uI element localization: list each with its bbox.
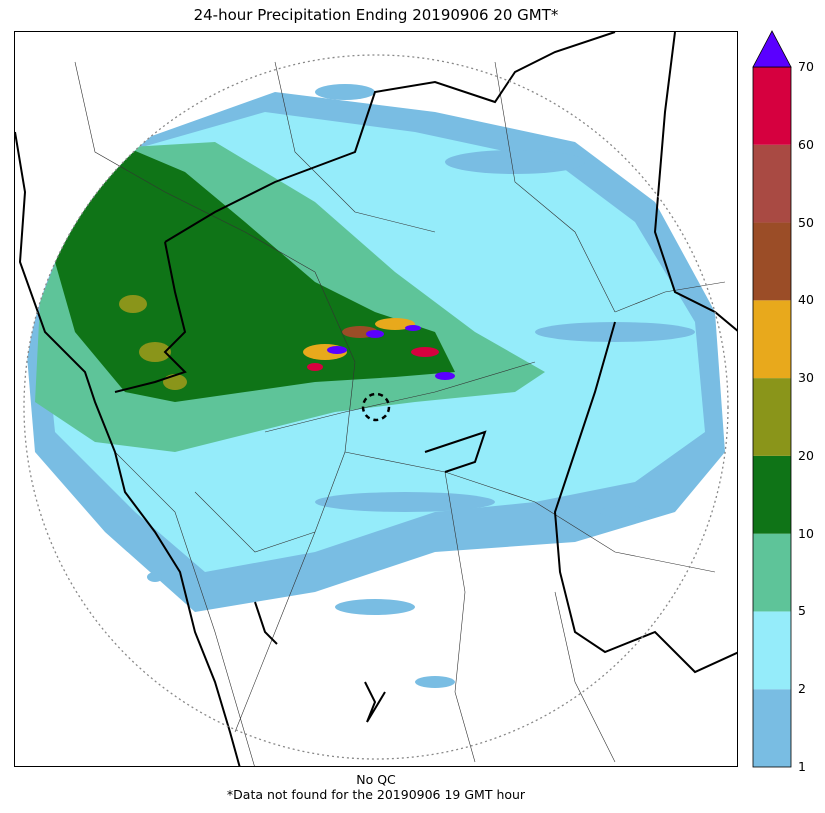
colorbar-tick-label: 20: [798, 447, 814, 463]
colorbar-band-30: [753, 300, 791, 379]
colorbar-tick-label: 50: [798, 214, 814, 230]
colorbar-band-1: [753, 689, 791, 767]
page-title: 24-hour Precipitation Ending 20190906 20…: [193, 6, 559, 24]
colorbar-tick-label: 2: [798, 681, 806, 697]
state-borders: [15, 32, 737, 766]
precipitation-map-svg: [15, 32, 737, 766]
precip-10-20: [55, 150, 455, 402]
colorbar-band-40: [753, 222, 791, 301]
heavy-cells: [303, 318, 455, 380]
colorbar-tick-label: 70: [798, 59, 814, 74]
colorbar-tick-label: 30: [798, 370, 814, 386]
colorbar-tick-label: 1: [798, 759, 806, 774]
precip-20-30-a: [119, 295, 147, 313]
colorbar-band-60: [753, 67, 791, 145]
precip-20-30-c: [163, 374, 187, 390]
colorbar-extend-arrow: [752, 30, 792, 68]
colorbar-tick-label: 10: [798, 525, 814, 541]
colorbar-band-5: [753, 533, 791, 612]
colorbar-band-10: [753, 455, 791, 534]
missing-data-note: *Data not found for the 20190906 19 GMT …: [226, 787, 526, 802]
colorbar-bands: [752, 66, 792, 768]
precipitation-field: [25, 92, 725, 612]
colorbar-band-2: [753, 611, 791, 690]
colorbar-band-20: [753, 378, 791, 456]
colorbar: [752, 30, 792, 768]
colorbar-tick-label: 40: [798, 292, 814, 308]
district-borders: [74, 61, 726, 766]
colorbar-band-50: [753, 144, 791, 223]
colorbar-tick-label: 5: [798, 603, 806, 619]
precip-20-30-b: [139, 342, 171, 362]
precip-streaks: [147, 84, 695, 688]
radar-map: [14, 31, 738, 767]
radar-site-icon: [361, 392, 391, 422]
qc-note: No QC: [356, 772, 396, 787]
range-ring: [23, 54, 729, 760]
colorbar-tick-label: 60: [798, 136, 814, 152]
